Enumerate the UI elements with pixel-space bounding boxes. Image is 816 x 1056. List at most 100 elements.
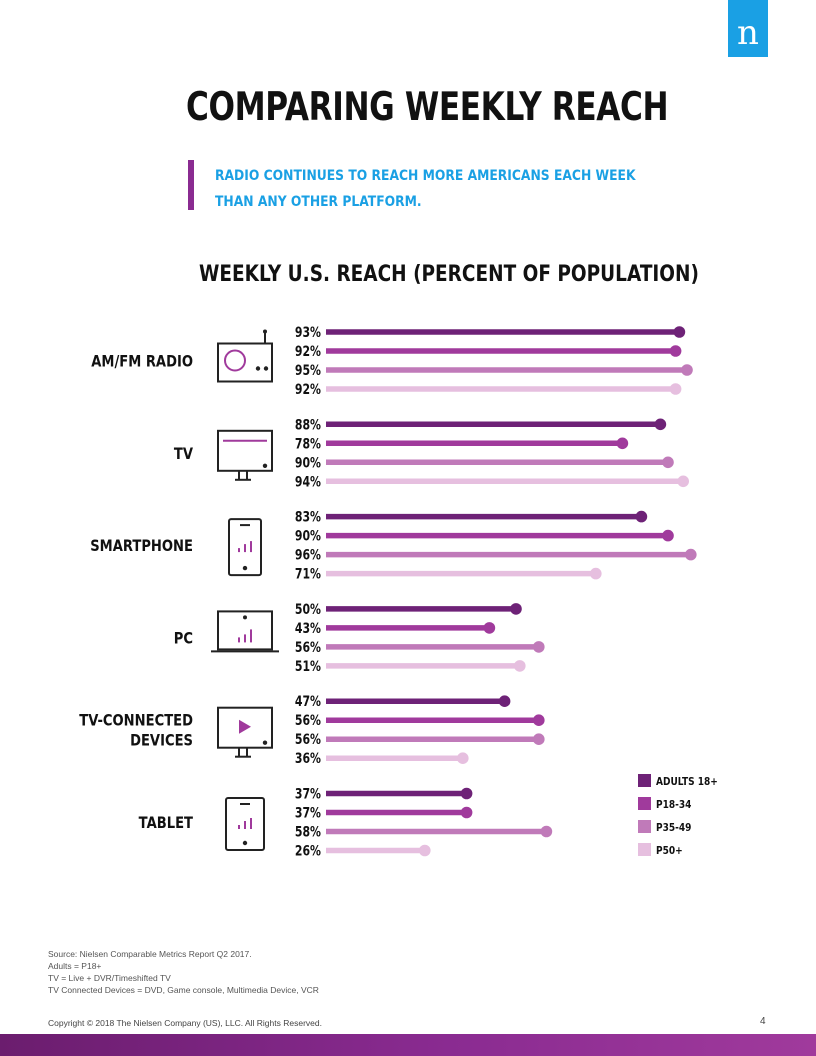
bar-end-dot	[681, 364, 693, 376]
category-label: TV-CONNECTED DEVICES	[79, 711, 193, 750]
tv-screen	[217, 429, 273, 472]
bar-end-dot	[590, 567, 602, 580]
page-number: 4	[760, 1016, 766, 1027]
bar-end-dot	[533, 733, 545, 745]
bar-end-dot	[483, 622, 496, 634]
tv-icon	[217, 429, 273, 481]
value-label: 37%	[295, 804, 321, 821]
value-label: 47%	[295, 693, 321, 710]
bar-end-dot	[669, 383, 682, 395]
play-triangle	[239, 719, 251, 734]
subtitle-accent-bar	[188, 160, 194, 210]
category-label: TV	[174, 445, 194, 464]
device-home-button	[242, 565, 248, 571]
category-label-line: TABLET	[139, 814, 193, 833]
category-label-line: AM/FM RADIO	[91, 352, 193, 371]
value-label: 95%	[295, 362, 321, 379]
category-group: TABLET 37% 37% 58% 26%	[139, 785, 553, 859]
bar-end-dot	[419, 844, 431, 857]
device-body	[228, 518, 262, 577]
category-group: AM/FM RADIO 93% 92% 95% 92%	[91, 324, 693, 397]
value-label: 50%	[295, 601, 321, 618]
chart-title: WEEKLY U.S. REACH (PERCENT OF POPULATION…	[199, 262, 699, 287]
bar-end-dot	[662, 456, 674, 469]
category-label-line: TV-CONNECTED	[79, 711, 193, 730]
value-label: 88%	[295, 416, 321, 433]
subtitle-line-2: THAN ANY OTHER PLATFORM.	[215, 194, 422, 210]
radio-knob	[263, 366, 269, 371]
radio-dial	[224, 349, 246, 372]
radio-icon	[217, 329, 273, 383]
radio-knob	[255, 366, 261, 371]
category-label: TABLET	[139, 814, 193, 833]
logo-letter: n	[737, 13, 759, 53]
legend-label: P50+	[656, 845, 683, 857]
device-home-button	[242, 840, 248, 846]
copyright: Copyright © 2018 The Nielsen Company (US…	[48, 1018, 322, 1028]
bar-end-dot	[540, 825, 553, 838]
tablet-icon	[225, 797, 265, 851]
tv-play-icon	[217, 706, 273, 758]
category-label-line: TV	[174, 445, 194, 464]
legend-label: ADULTS 18+	[656, 776, 718, 788]
value-label: 26%	[295, 842, 321, 859]
subtitle: RADIO CONTINUES TO REACH MORE AMERICANS …	[215, 163, 636, 215]
bar-end-dot	[460, 806, 473, 819]
value-label: 43%	[295, 620, 321, 637]
reach-chart: AM/FM RADIO 93% 92% 95% 92% TV 88% 78% 90% 94% SMA…	[79, 324, 718, 859]
value-label: 37%	[295, 785, 321, 802]
value-label: 56%	[295, 639, 321, 656]
footnote-tv: TV = Live + DVR/Timeshifted TV	[48, 973, 171, 983]
nielsen-logo: n	[728, 0, 768, 57]
value-label: 56%	[295, 731, 321, 748]
footnote-tv-connected: TV Connected Devices = DVD, Game console…	[48, 985, 319, 995]
page-title: COMPARING WEEKLY REACH	[186, 85, 669, 130]
footer-band	[0, 1034, 816, 1056]
legend-label: P18-34	[656, 799, 691, 811]
footnote-source: Source: Nielsen Comparable Metrics Repor…	[48, 949, 252, 959]
bar-end-dot	[669, 345, 682, 357]
legend-swatch	[638, 774, 651, 787]
bar-end-dot	[457, 752, 469, 764]
category-label: PC	[174, 629, 193, 648]
value-label: 96%	[295, 546, 321, 563]
category-label: AM/FM RADIO	[91, 352, 193, 371]
value-label: 90%	[295, 527, 321, 544]
category-group: TV 88% 78% 90% 94%	[174, 416, 689, 490]
category-group: TV-CONNECTED DEVICES 47% 56% 56% 36%	[79, 693, 545, 767]
laptop-camera	[243, 615, 247, 620]
value-label: 90%	[295, 454, 321, 471]
value-label: 92%	[295, 343, 321, 360]
footnotes: Source: Nielsen Comparable Metrics Repor…	[48, 948, 319, 996]
category-label-line: DEVICES	[130, 731, 193, 750]
category-label-line: PC	[174, 629, 193, 648]
value-label: 58%	[295, 823, 321, 840]
category-group: SMARTPHONE 83% 90% 96% 71%	[90, 508, 697, 582]
value-label: 93%	[295, 324, 321, 341]
tv-screen	[217, 706, 273, 749]
value-label: 71%	[295, 565, 321, 582]
legend-swatch	[638, 820, 651, 833]
bar-end-dot	[677, 475, 689, 488]
smartphone-icon	[228, 518, 262, 577]
category-group: PC 50% 43% 56% 51%	[174, 601, 545, 675]
value-label: 51%	[295, 658, 321, 675]
category-label: SMARTPHONE	[90, 537, 193, 556]
bar-end-dot	[510, 603, 522, 615]
value-label: 94%	[295, 473, 321, 490]
legend: ADULTS 18+ P18-34 P35-49 P50+	[638, 774, 718, 857]
radio-body	[217, 342, 273, 383]
subtitle-line-1: RADIO CONTINUES TO REACH MORE AMERICANS …	[215, 168, 636, 184]
bar-end-dot	[673, 326, 686, 338]
bar-end-dot	[685, 548, 697, 561]
value-label: 78%	[295, 435, 321, 452]
bar-end-dot	[662, 529, 674, 542]
bar-end-dot	[616, 437, 629, 450]
bar-end-dot	[498, 695, 511, 707]
value-label: 56%	[295, 712, 321, 729]
legend-swatch	[638, 797, 651, 810]
legend-label: P35-49	[656, 822, 691, 834]
bar-end-dot	[533, 641, 545, 653]
value-label: 83%	[295, 508, 321, 525]
radio-antenna-tip	[263, 329, 267, 334]
